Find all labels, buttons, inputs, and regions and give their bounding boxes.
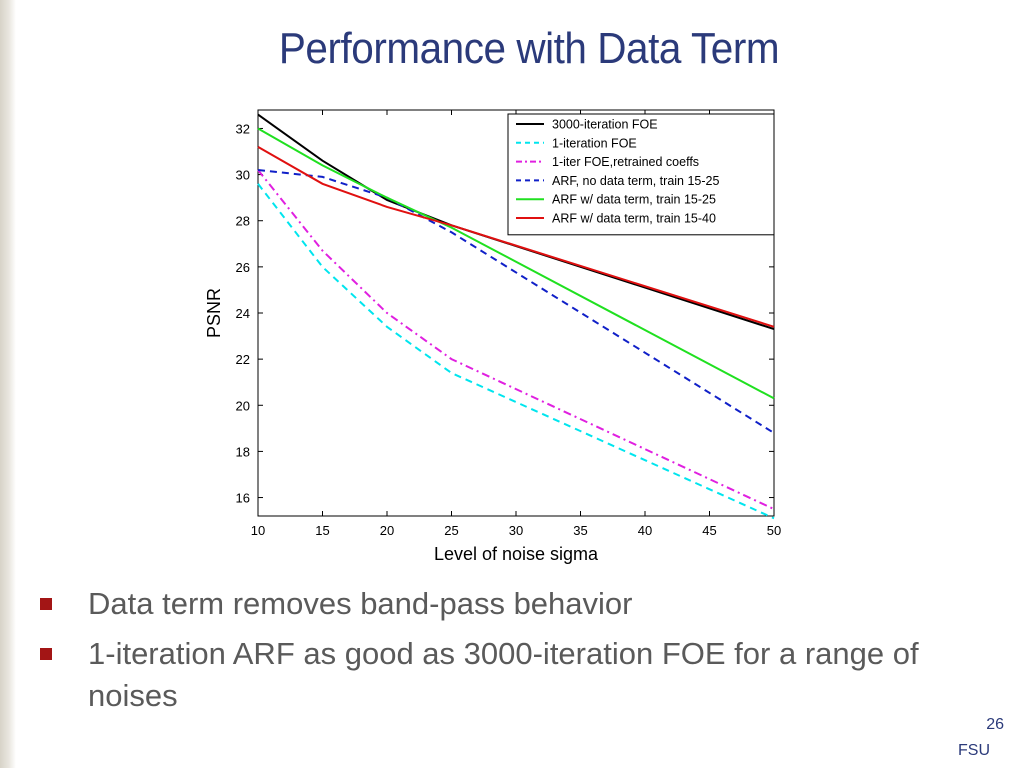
x-tick-label: 50: [767, 523, 781, 538]
y-tick-label: 24: [236, 306, 250, 321]
series-line: [257, 146, 775, 328]
x-tick-label: 10: [251, 523, 265, 538]
slide-left-stripe: [0, 0, 16, 768]
chart-svg: 10 15 20 25 30 35 40 45 50 16 18 20 22 24 26 28 30 32 Leve…: [204, 109, 781, 564]
legend-label: ARF w/ data term, train 15-25: [552, 193, 716, 207]
x-tick-label: 25: [444, 523, 458, 538]
y-tick-label: 16: [236, 491, 250, 506]
bullet-text: 1-iteration ARF as good as 3000-iteratio…: [88, 636, 919, 713]
legend-label: 3000-iteration FOE: [552, 118, 658, 132]
square-bullet-icon: [40, 648, 52, 660]
y-axis-label: PSNR: [204, 288, 224, 338]
footer-label: FSU: [958, 742, 990, 759]
y-tick-label: 26: [236, 260, 250, 275]
y-tick-label: 30: [236, 168, 250, 183]
y-tick-label: 28: [236, 214, 250, 229]
bullet-text: Data term removes band-pass behavior: [88, 586, 633, 621]
x-tick-label: 40: [638, 523, 652, 538]
series-line: [257, 183, 775, 520]
y-tick-label: 22: [236, 352, 250, 367]
x-tick-label: 15: [315, 523, 329, 538]
series-line: [257, 127, 775, 400]
series-line: [257, 169, 775, 511]
x-tick-label: 35: [573, 523, 587, 538]
x-tick-label: 45: [702, 523, 716, 538]
legend-label: ARF w/ data term, train 15-40: [552, 212, 716, 226]
y-tick-label: 32: [236, 121, 250, 136]
line-chart: 10 15 20 25 30 35 40 45 50 16 18 20 22 24 26 28 30 32 Leve…: [188, 100, 808, 570]
bullet-item: 1-iteration ARF as good as 3000-iteratio…: [40, 633, 990, 717]
y-tick-label: 18: [236, 444, 250, 459]
square-bullet-icon: [40, 598, 52, 610]
x-axis-label: Level of noise sigma: [434, 544, 599, 564]
slide-title: Performance with Data Term: [278, 24, 780, 73]
bullet-item: Data term removes band-pass behavior: [40, 583, 990, 625]
legend-label: ARF, no data term, train 15-25: [552, 174, 719, 188]
x-tick-label: 20: [380, 523, 394, 538]
legend-box: [507, 113, 775, 236]
x-tick-label: 30: [509, 523, 523, 538]
slide-number: 26: [986, 716, 1004, 733]
bullet-list: Data term removes band-pass behavior 1-i…: [40, 583, 990, 725]
y-tick-label: 20: [236, 398, 250, 413]
legend-label: 1-iter FOE,retrained coeffs: [552, 155, 699, 169]
legend-label: 1-iteration FOE: [552, 136, 637, 150]
